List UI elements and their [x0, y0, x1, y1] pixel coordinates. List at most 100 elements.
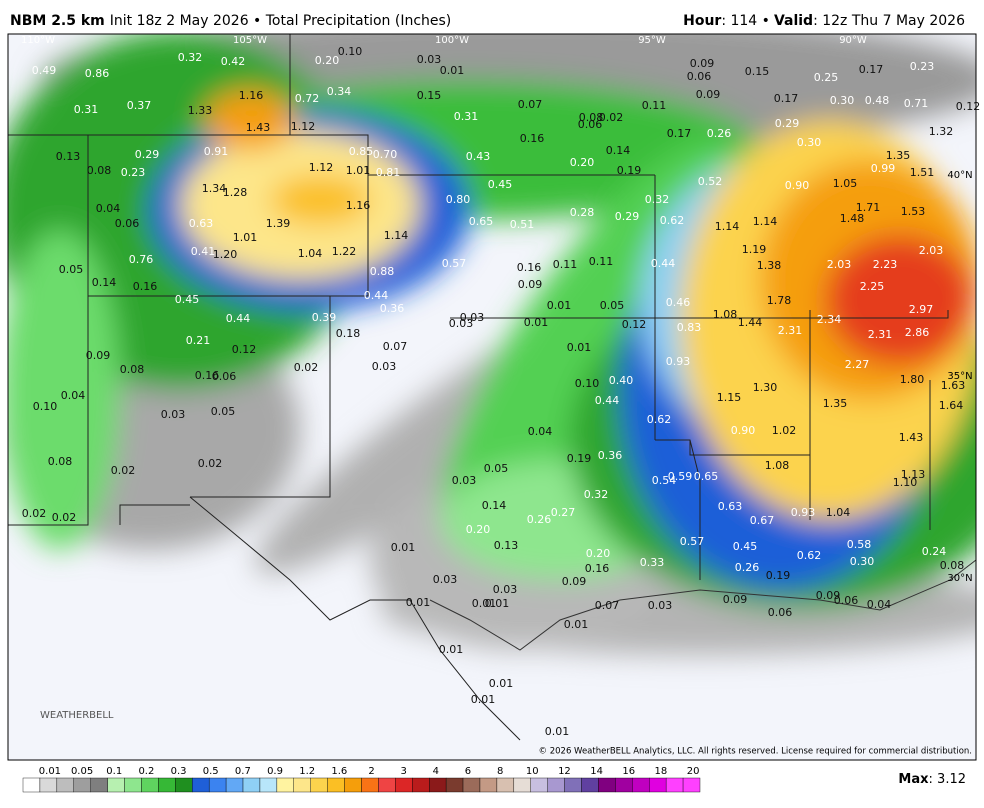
precip-label: 0.30: [797, 136, 822, 149]
colorbar-cell: [276, 777, 294, 793]
precip-label: 0.02: [52, 511, 77, 524]
precip-labels: 0.49 0.860.32 0.42 0.200.100.030.010.090.06…: [22, 45, 981, 738]
precip-label: 1.32: [929, 125, 954, 138]
colorbar-cell: [395, 777, 413, 793]
colorbar-cell: [56, 777, 74, 793]
precip-label: 0.02: [198, 457, 223, 470]
precip-label: 1.12: [291, 120, 316, 133]
precip-label: 1.04: [298, 247, 323, 260]
precip-label: 1.13: [901, 468, 926, 481]
precip-label: 0.32: [584, 488, 609, 501]
precip-label: 0.09: [518, 278, 543, 291]
precip-label: 0.09: [562, 575, 587, 588]
colorbar-cell: [445, 777, 464, 793]
precip-label: 1.51: [910, 166, 935, 179]
precip-label: 0.48: [865, 94, 890, 107]
colorbar-cell: [361, 777, 379, 793]
precip-label: 0.05: [211, 405, 236, 418]
precip-label: 0.33: [640, 556, 665, 569]
precip-label: 0.03: [493, 583, 518, 596]
colorbar-cell: [462, 777, 481, 793]
precip-label: 0.21: [186, 334, 211, 347]
colorbar-label: 18: [655, 766, 668, 777]
precip-label: 2.27: [845, 358, 870, 371]
precip-label: 0.10: [33, 400, 58, 413]
valid-label: Valid: [774, 13, 813, 29]
colorbar-label: 3: [400, 766, 406, 777]
precip-label: 1.08: [713, 308, 738, 321]
copyright: © 2026 WeatherBELL Analytics, LLC. All r…: [539, 747, 972, 757]
precip-label: 0.03: [417, 53, 442, 66]
precip-label: 0.14: [482, 499, 507, 512]
colorbar-cell: [124, 777, 142, 793]
precip-label: 0.65: [469, 215, 494, 228]
colorbar-cell: [632, 777, 650, 793]
precip-label: 0.06: [115, 217, 140, 230]
precip-label: 1.05: [833, 177, 858, 190]
precip-label: 0.16: [195, 369, 220, 382]
colorbar-cell: [141, 777, 159, 793]
precip-label: 0.13: [56, 150, 81, 163]
precip-label: 0.03: [452, 474, 477, 487]
precip-label: 0.63: [189, 217, 214, 230]
precip-label: 0.93: [791, 506, 816, 519]
precip-label: 0.08: [120, 363, 145, 376]
precip-label: 1.63: [941, 379, 966, 392]
colorbar-cell: [39, 777, 58, 793]
precip-label: 0.15: [417, 89, 442, 102]
colorbar-label: 0.5: [203, 766, 219, 777]
colorbar-cell: [598, 777, 616, 793]
precip-label: 0.03: [433, 573, 458, 586]
precip-label: 0.04: [528, 425, 553, 438]
precip-label: 0.26: [735, 561, 760, 574]
colorbar-label: 0.05: [71, 766, 93, 777]
precip-label: 0.71: [904, 97, 929, 110]
precip-label: 0.01: [489, 677, 514, 690]
precip-label: 1.35: [823, 397, 848, 410]
precip-label: 0.01: [524, 316, 549, 329]
precip-label: 0.12: [956, 100, 981, 113]
colorbar-cell: [310, 777, 328, 793]
colorbar-label: 0.2: [138, 766, 154, 777]
precip-label: 0.63: [718, 500, 743, 513]
precip-label: 0.16: [520, 132, 545, 145]
precip-label: 0.45: [488, 178, 513, 191]
precip-label: 1.14: [753, 215, 778, 228]
precip-label: 0.44: [226, 312, 251, 325]
precip-label: 0.54: [652, 474, 677, 487]
colorbar-cell: [259, 777, 278, 793]
precip-label: 0.01: [547, 299, 572, 312]
precip-label: 0.01: [391, 541, 416, 554]
precip-label: 0.76: [129, 253, 154, 266]
precip-label: 0.04: [867, 598, 892, 611]
colorbar-label: 0.9: [267, 766, 283, 777]
precip-label: 0.90: [785, 179, 810, 192]
precip-label: 0.44: [364, 289, 389, 302]
colorbar-label: 14: [590, 766, 603, 777]
precip-label: 1.34: [202, 182, 227, 195]
precip-label: 0.23: [121, 166, 146, 179]
precip-label: 0.42: [221, 55, 246, 68]
precip-label: 0.31: [74, 103, 99, 116]
precip-label: 1.39: [266, 217, 291, 230]
colorbar-cell: [479, 777, 498, 793]
precip-label: 0.19: [567, 452, 592, 465]
precip-label: 0.80: [446, 193, 471, 206]
precip-label: 0.03: [449, 317, 474, 330]
map-frame: [7, 33, 977, 761]
precip-label: 0.29: [775, 117, 800, 130]
precip-label: 0.58: [847, 538, 872, 551]
colorbar-cell: [564, 777, 582, 793]
precip-label: 0.29: [135, 148, 160, 161]
colorbar-label: 1.6: [331, 766, 347, 777]
precip-label: 0.36: [380, 302, 405, 315]
precip-label: 0.62: [647, 413, 672, 426]
precip-label: 0.12: [622, 318, 647, 331]
precip-label: 0.59: [668, 470, 693, 483]
graticule-label: 30°N: [947, 573, 972, 584]
header-left: NBM 2.5 km Init 18z 2 May 2026 • Total Pr…: [10, 13, 451, 29]
precip-label: 0.81: [376, 166, 401, 179]
precip-label: 1.01: [346, 164, 371, 177]
precip-label: 0.01: [406, 596, 431, 609]
precip-label: 0.16: [585, 562, 610, 575]
